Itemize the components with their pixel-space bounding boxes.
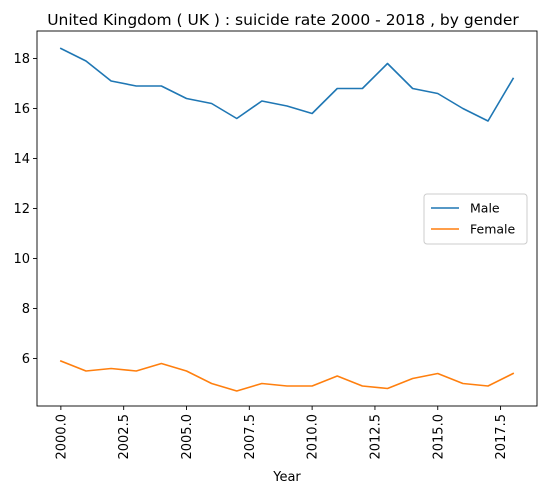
y-tick-label: 18: [13, 52, 30, 67]
x-axis-label: Year: [272, 470, 301, 485]
series-line-male: [61, 49, 513, 122]
series-line-female: [61, 361, 513, 391]
chart-title: United Kingdom ( UK ) : suicide rate 200…: [47, 11, 519, 29]
y-tick-label: 16: [13, 102, 30, 117]
x-tick-label: 2017.5: [494, 414, 509, 460]
legend: Male Female: [424, 194, 527, 244]
x-tick-label: 2000.0: [54, 414, 69, 460]
x-tick-label: 2007.5: [243, 414, 258, 460]
x-tick-label: 2005.0: [180, 414, 195, 460]
x-tick-label: 2015.0: [431, 414, 446, 460]
y-tick-label: 12: [13, 202, 30, 217]
x-tick-label: 2010.0: [306, 414, 321, 460]
x-tick-label: 2002.5: [117, 414, 132, 460]
x-tick-label: 2012.5: [368, 414, 383, 460]
y-tick-label: 8: [22, 302, 30, 317]
legend-label-female: Female: [470, 222, 516, 237]
y-tick-label: 10: [13, 252, 30, 267]
y-tick-label: 6: [22, 352, 30, 367]
y-tick-label: 14: [13, 152, 30, 167]
legend-label-male: Male: [470, 201, 500, 216]
